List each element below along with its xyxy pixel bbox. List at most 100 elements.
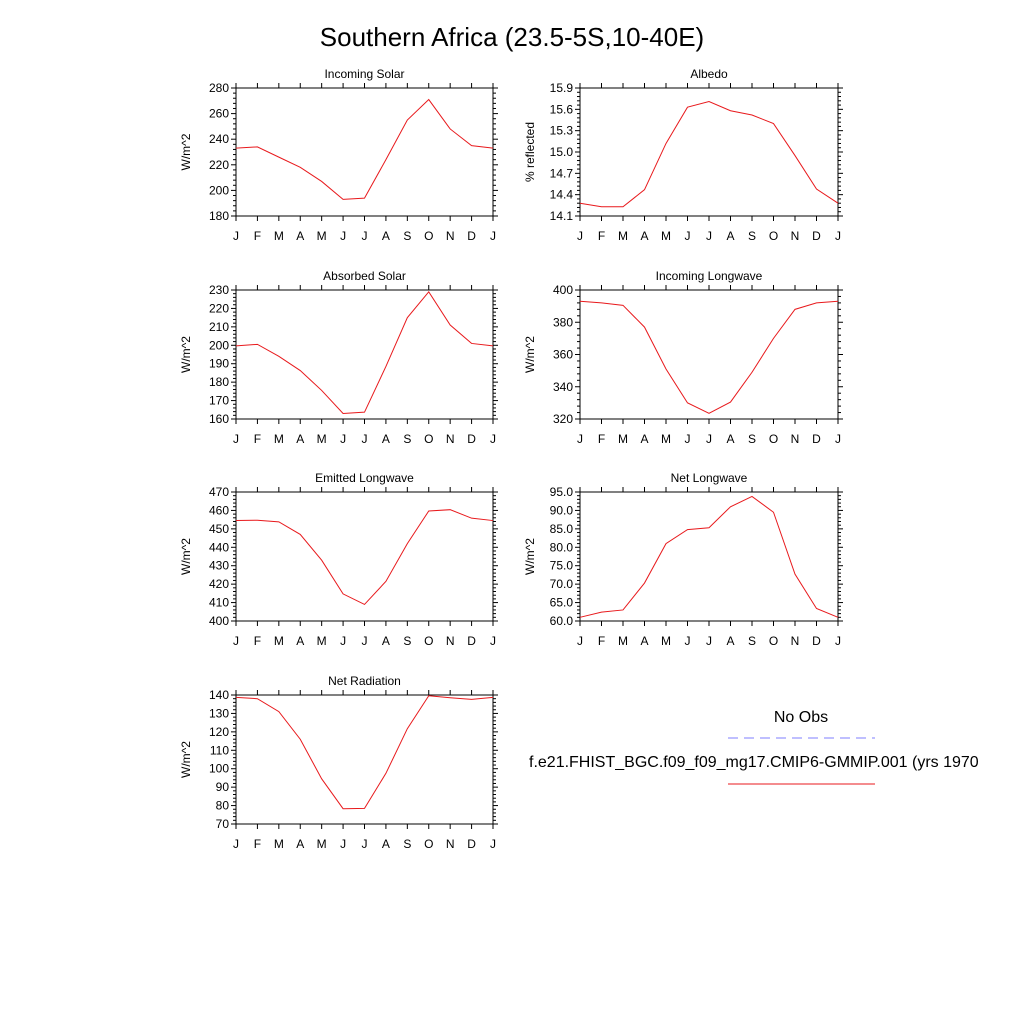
x-tick-label: A	[382, 432, 390, 446]
x-tick-label: N	[446, 432, 455, 446]
x-tick-label: A	[640, 229, 648, 243]
y-axis-label: W/m^2	[179, 538, 193, 575]
y-tick-label: 15.0	[550, 145, 574, 159]
x-tick-label: J	[685, 432, 691, 446]
y-tick-label: 260	[209, 107, 229, 121]
y-tick-label: 400	[553, 283, 573, 297]
y-axis-label: W/m^2	[523, 538, 537, 575]
x-tick-label: J	[340, 229, 346, 243]
y-tick-label: 360	[553, 348, 573, 362]
x-tick-label: M	[618, 229, 628, 243]
y-tick-label: 340	[553, 380, 573, 394]
series-line	[235, 98, 494, 200]
x-tick-label: J	[362, 634, 368, 648]
x-tick-label: D	[467, 229, 476, 243]
x-tick-label: J	[233, 837, 239, 851]
x-tick-label: A	[726, 634, 734, 648]
x-tick-label: J	[835, 229, 841, 243]
x-tick-label: O	[424, 229, 433, 243]
panel-title: Net Longwave	[671, 471, 748, 485]
y-tick-label: 180	[209, 375, 229, 389]
y-tick-label: 450	[209, 522, 229, 536]
y-tick-label: 14.1	[550, 209, 574, 223]
x-tick-label: A	[296, 634, 304, 648]
y-tick-label: 15.6	[550, 102, 574, 116]
x-tick-label: S	[748, 229, 756, 243]
x-tick-label: O	[424, 837, 433, 851]
y-tick-label: 70	[216, 817, 230, 831]
y-tick-label: 220	[209, 301, 229, 315]
y-tick-label: 80	[216, 799, 230, 813]
x-tick-label: J	[490, 837, 496, 851]
x-tick-label: J	[340, 634, 346, 648]
x-tick-label: M	[317, 432, 327, 446]
x-tick-label: J	[706, 229, 712, 243]
x-tick-label: A	[640, 634, 648, 648]
x-tick-label: S	[403, 634, 411, 648]
x-tick-label: D	[812, 634, 821, 648]
plot-frame	[235, 87, 494, 217]
x-tick-label: J	[685, 229, 691, 243]
x-tick-label: J	[490, 229, 496, 243]
x-tick-label: J	[340, 837, 346, 851]
x-tick-label: O	[769, 634, 778, 648]
y-tick-label: 460	[209, 503, 229, 517]
panel-title: Emitted Longwave	[315, 471, 414, 485]
x-tick-label: D	[467, 432, 476, 446]
x-tick-label: D	[467, 837, 476, 851]
x-tick-label: N	[446, 229, 455, 243]
x-tick-label: S	[403, 229, 411, 243]
x-tick-label: A	[382, 837, 390, 851]
y-tick-label: 14.4	[550, 188, 574, 202]
x-tick-label: J	[577, 634, 583, 648]
y-tick-label: 140	[209, 688, 229, 702]
y-tick-label: 80.0	[550, 540, 574, 554]
x-tick-label: F	[598, 432, 605, 446]
y-tick-label: 130	[209, 706, 229, 720]
y-tick-label: 70.0	[550, 577, 574, 591]
plot-frame	[579, 87, 839, 217]
y-tick-label: 470	[209, 485, 229, 499]
y-tick-label: 400	[209, 614, 229, 628]
y-tick-label: 85.0	[550, 522, 574, 536]
x-tick-label: N	[446, 634, 455, 648]
x-tick-label: A	[296, 432, 304, 446]
y-axis-label: W/m^2	[179, 741, 193, 778]
series-line	[579, 495, 839, 618]
y-tick-label: 180	[209, 209, 229, 223]
y-tick-label: 170	[209, 394, 229, 408]
panel-title: Incoming Longwave	[656, 269, 763, 283]
x-tick-label: N	[791, 634, 800, 648]
x-tick-label: A	[296, 837, 304, 851]
y-tick-label: 65.0	[550, 596, 574, 610]
y-tick-label: 15.9	[550, 81, 574, 95]
x-tick-label: J	[490, 634, 496, 648]
x-tick-label: F	[254, 229, 261, 243]
x-tick-label: F	[598, 229, 605, 243]
series-line	[235, 509, 494, 606]
y-tick-label: 14.7	[550, 166, 574, 180]
x-tick-label: S	[748, 634, 756, 648]
x-tick-label: M	[274, 229, 284, 243]
y-tick-label: 220	[209, 158, 229, 172]
panel-title: Incoming Solar	[324, 67, 404, 81]
y-tick-label: 210	[209, 320, 229, 334]
x-tick-label: J	[340, 432, 346, 446]
y-axis-label: W/m^2	[179, 336, 193, 373]
x-tick-label: M	[618, 634, 628, 648]
series-line	[235, 695, 494, 810]
y-axis-label: % reflected	[523, 122, 537, 182]
series-line	[235, 290, 494, 414]
y-tick-label: 15.3	[550, 124, 574, 138]
x-tick-label: O	[424, 634, 433, 648]
x-tick-label: J	[706, 634, 712, 648]
x-tick-label: N	[791, 432, 800, 446]
x-tick-label: J	[706, 432, 712, 446]
